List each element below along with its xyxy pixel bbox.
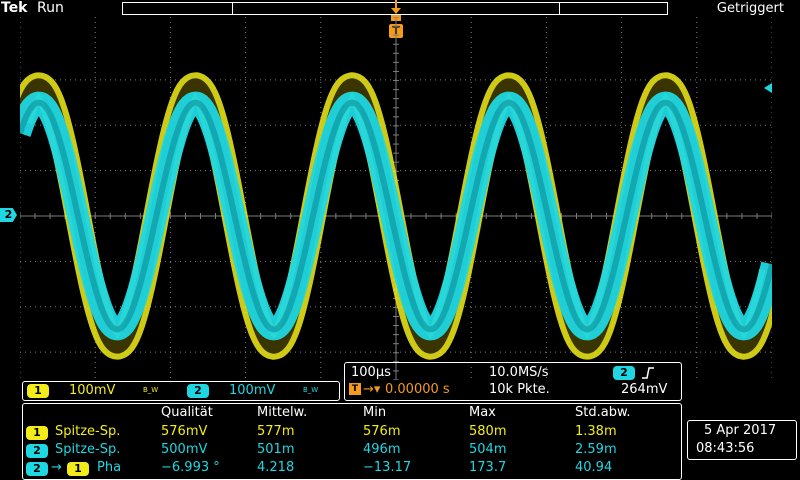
- arrow-icon: →: [51, 460, 62, 475]
- column-header: Qualität: [161, 405, 213, 420]
- measurement-min: −13.17: [363, 460, 412, 475]
- measurement-stddev: 40.94: [575, 460, 613, 475]
- bw-limit-icon: B_W: [303, 386, 319, 394]
- trigger-position-icon: T: [349, 383, 361, 395]
- measurement-mean: 501m: [257, 442, 295, 457]
- column-header: Min: [363, 405, 387, 420]
- measurement-max: 504m: [469, 442, 507, 457]
- ch1-badge: 1: [67, 462, 89, 476]
- run-state[interactable]: Run: [37, 0, 64, 16]
- column-header: Max: [469, 405, 496, 420]
- ch1-badge: 1: [26, 426, 48, 440]
- bw-limit-icon: B_W: [143, 386, 159, 394]
- graticule: [7, 16, 785, 444]
- horizontal-position: 0.00000 s: [385, 382, 450, 397]
- measurement-max: 580m: [469, 424, 507, 439]
- measurement-value: −6.993 °: [161, 460, 220, 475]
- trigger-state: Getriggert: [716, 1, 784, 16]
- column-header: Std.abw.: [575, 405, 631, 420]
- datetime-display: 5 Apr 2017 08:43:56: [687, 420, 797, 460]
- ch1-badge[interactable]: 1: [27, 384, 49, 398]
- measurement-mean: 577m: [257, 424, 295, 439]
- measurement-stddev: 2.59m: [575, 442, 617, 457]
- measurement-stddev: 1.38m: [575, 424, 617, 439]
- measurement-value: 576mV: [161, 424, 208, 439]
- measurement-table[interactable]: Qualität Mittelw. Min Max Std.abw. 1 Spi…: [22, 403, 682, 480]
- trigger-level-icon[interactable]: [760, 83, 772, 93]
- measurement-min: 496m: [363, 442, 401, 457]
- column-header: Mittelw.: [257, 405, 308, 420]
- measurement-min: 576m: [363, 424, 401, 439]
- measurement-mean: 4.218: [257, 460, 295, 475]
- ch2-badge: 2: [26, 444, 48, 458]
- horizontal-scale: 100µs: [351, 365, 391, 380]
- trigger-source-badge[interactable]: 2: [613, 366, 635, 380]
- measurement-label: Pha: [97, 460, 122, 475]
- time: 08:43:56: [696, 441, 755, 456]
- position-arrow-icon: →▾: [363, 382, 381, 397]
- ch2-waveform-core: [17, 99, 775, 333]
- waveform-display: [7, 16, 785, 444]
- trigger-level: 264mV: [621, 382, 668, 397]
- sample-rate: 10.0MS/s: [489, 365, 549, 380]
- ch2-scale: 100mV: [229, 383, 276, 398]
- measurement-label: Spitze-Sp.: [55, 424, 121, 439]
- rising-edge-icon: [642, 367, 654, 379]
- measurement-label: Spitze-Sp.: [55, 442, 121, 457]
- measurement-value: 500mV: [161, 442, 208, 457]
- ch1-scale: 100mV: [69, 383, 116, 398]
- channel-readout[interactable]: 1 100mV B_W 2 100mV B_W: [22, 381, 340, 401]
- ch2-ground-marker[interactable]: 2: [0, 208, 17, 222]
- measurement-max: 173.7: [469, 460, 507, 475]
- brand-logo: Tek: [1, 0, 28, 16]
- ch2-badge[interactable]: 2: [187, 384, 209, 398]
- date: 5 Apr 2017: [704, 423, 777, 438]
- ch2-badge: 2: [26, 462, 48, 476]
- timebase-readout[interactable]: 100µs 10.0MS/s 2 T →▾ 0.00000 s 10k Pkte…: [344, 362, 682, 401]
- record-length: 10k Pkte.: [489, 382, 550, 397]
